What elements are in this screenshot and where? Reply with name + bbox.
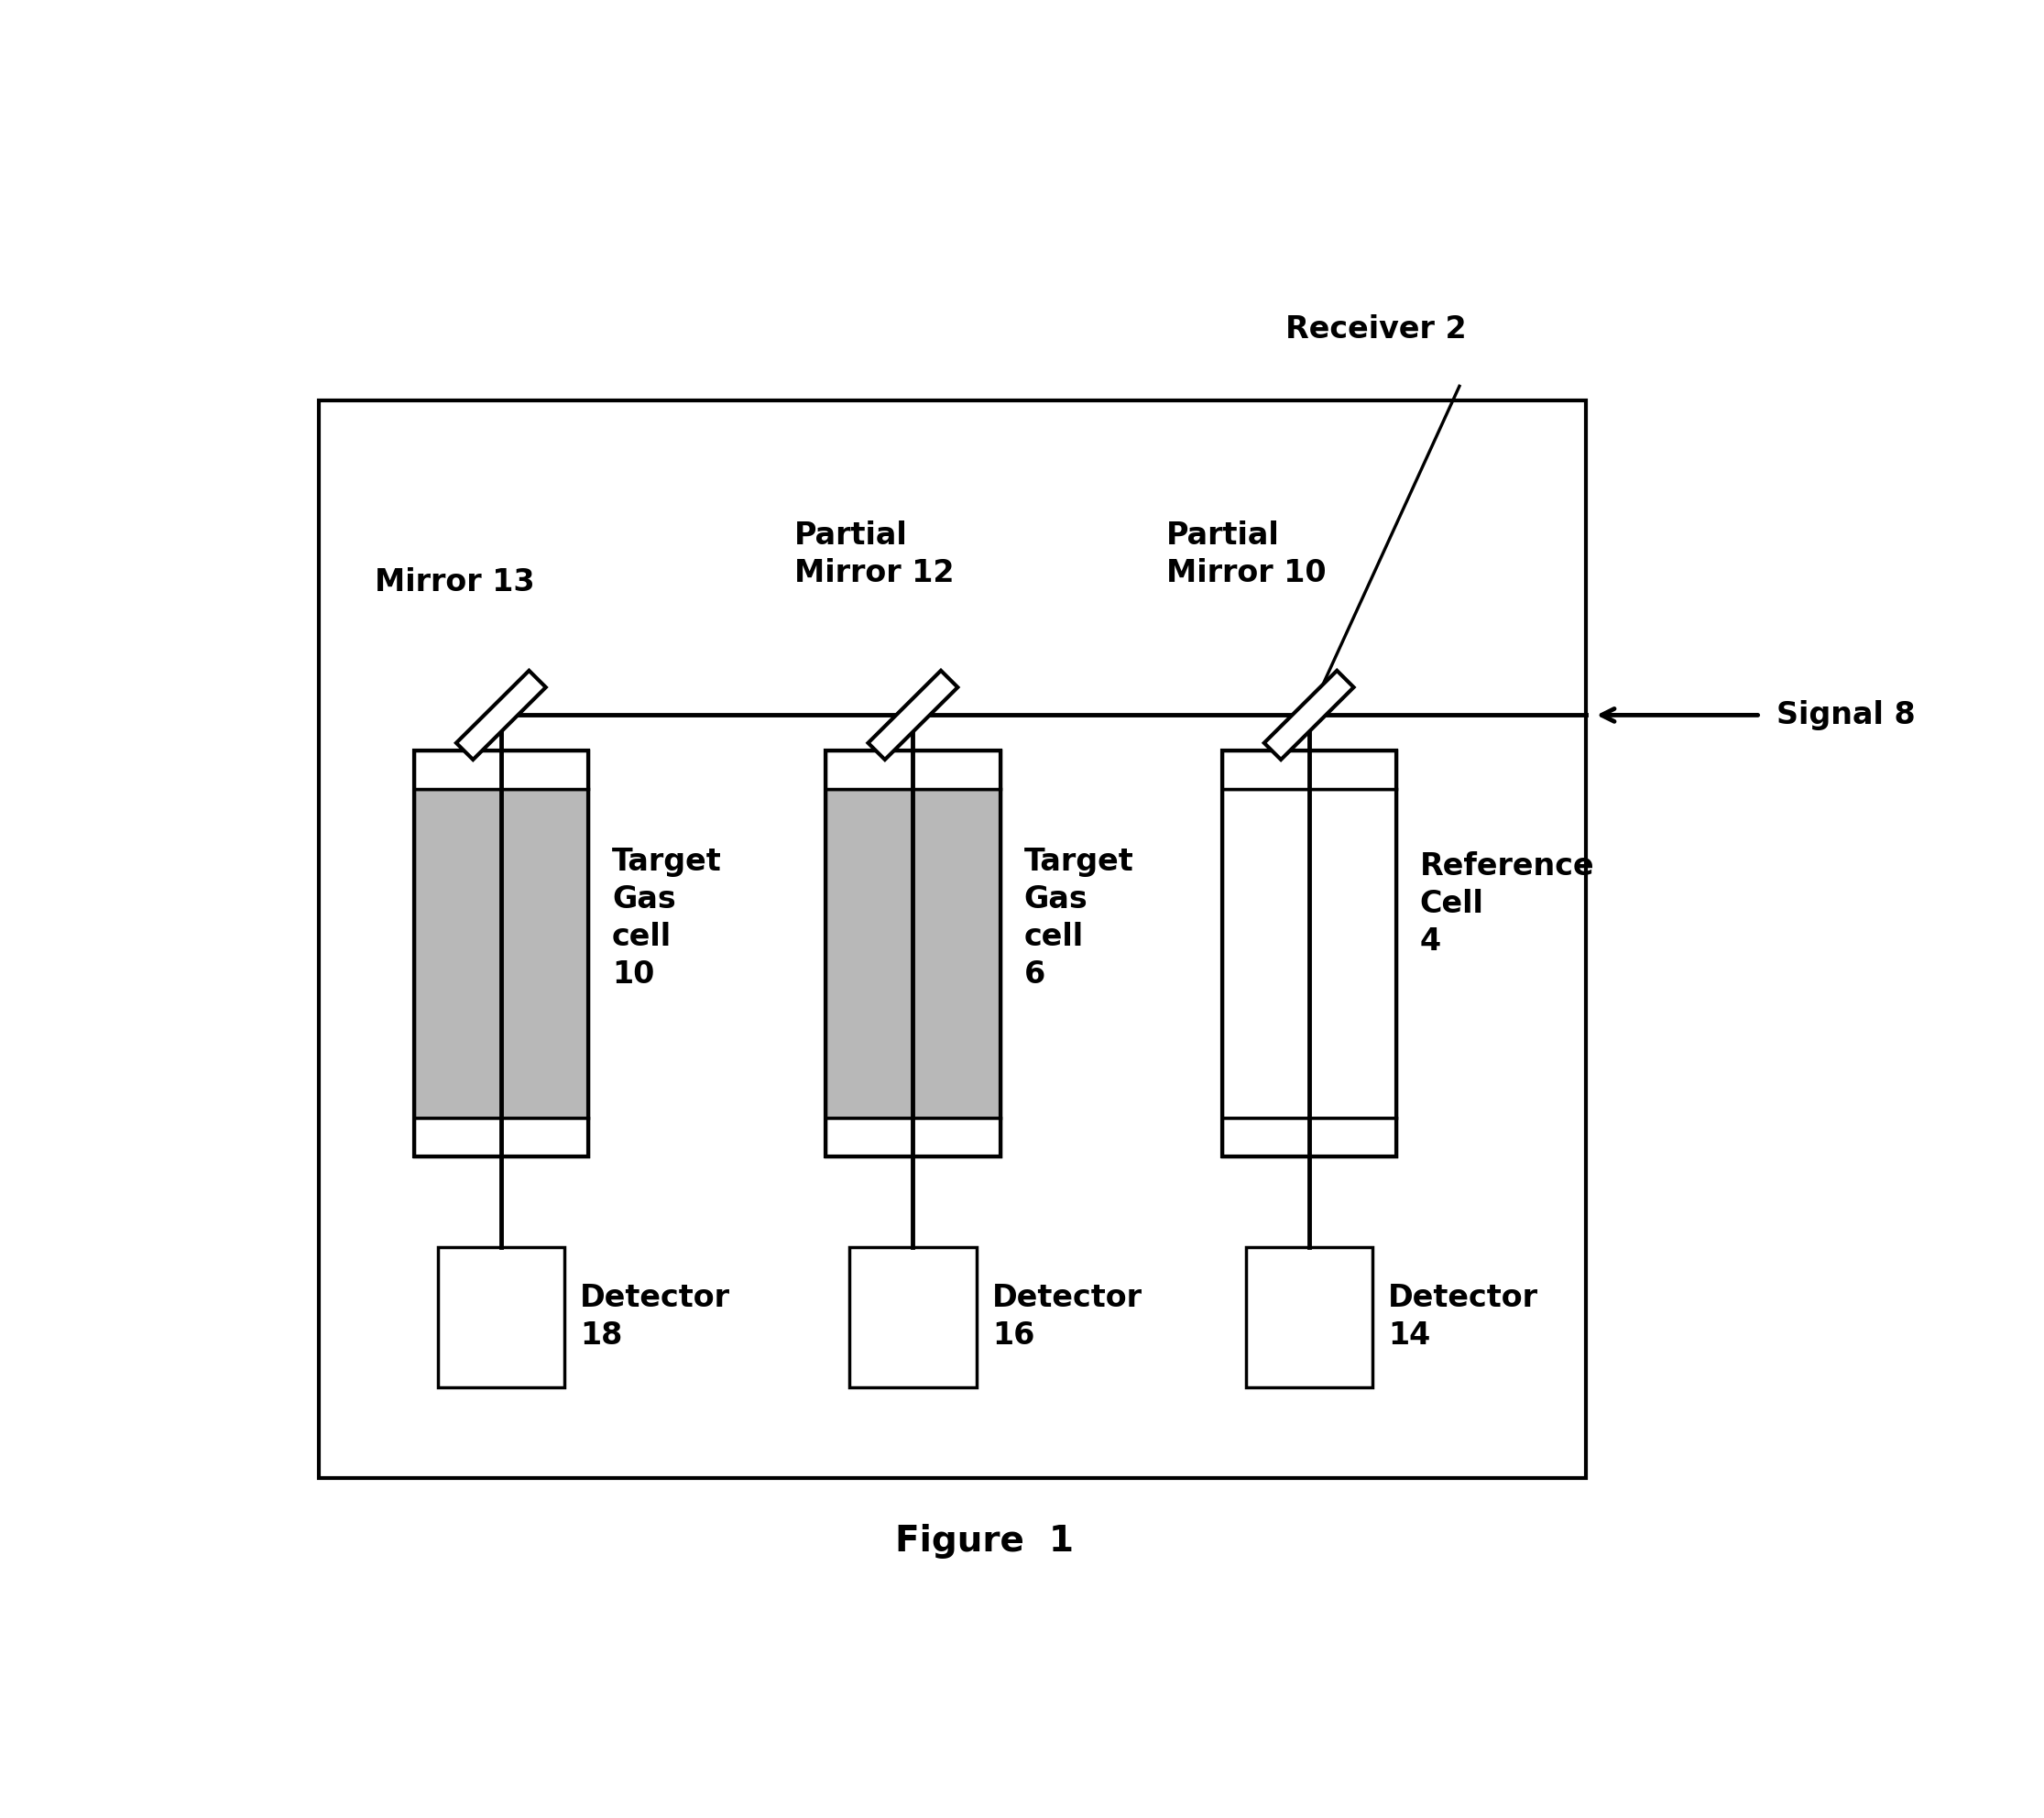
Text: Detector
14: Detector 14 (1388, 1284, 1539, 1351)
Bar (319, 400, 1586, 1478)
Bar (1222, 751, 1396, 789)
Bar (850, 1247, 977, 1387)
Bar (1245, 1247, 1372, 1387)
Bar (413, 789, 589, 1118)
Text: Partial
Mirror 12: Partial Mirror 12 (793, 520, 955, 587)
Bar (1222, 1118, 1396, 1156)
Text: Reference
Cell
4: Reference Cell 4 (1421, 851, 1594, 956)
Polygon shape (1263, 671, 1353, 760)
Text: Target
Gas
cell
6: Target Gas cell 6 (1024, 847, 1134, 989)
Bar (413, 1118, 589, 1156)
Bar (826, 751, 1000, 789)
Bar (1222, 751, 1396, 1156)
Text: Partial
Mirror 10: Partial Mirror 10 (1167, 520, 1327, 587)
Polygon shape (456, 671, 546, 760)
Text: Figure  1: Figure 1 (895, 1523, 1073, 1558)
Bar (413, 751, 589, 789)
Text: Mirror 13: Mirror 13 (374, 567, 533, 598)
Text: Detector
18: Detector 18 (580, 1284, 730, 1351)
Polygon shape (869, 671, 959, 760)
Bar (826, 789, 1000, 1118)
Text: Target
Gas
cell
10: Target Gas cell 10 (611, 847, 722, 989)
Text: Receiver 2: Receiver 2 (1286, 315, 1466, 344)
Bar (826, 751, 1000, 1156)
Bar (826, 1118, 1000, 1156)
Text: Signal 8: Signal 8 (1776, 700, 1915, 731)
Bar (437, 1247, 564, 1387)
Bar (413, 751, 589, 1156)
Bar (1222, 789, 1396, 1118)
Text: Detector
16: Detector 16 (991, 1284, 1143, 1351)
